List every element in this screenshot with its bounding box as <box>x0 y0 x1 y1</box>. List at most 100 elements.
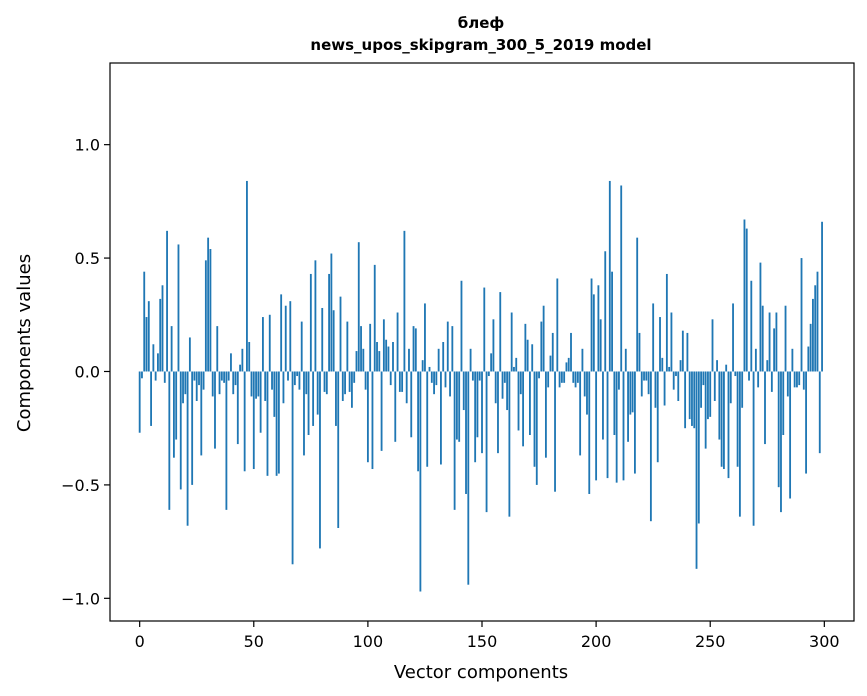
bar <box>277 371 280 474</box>
bar <box>467 371 470 585</box>
bar <box>319 371 321 549</box>
bar <box>704 371 707 449</box>
bar <box>695 371 698 569</box>
bar <box>738 371 741 517</box>
bar <box>366 371 369 463</box>
bar <box>590 278 593 372</box>
bar <box>602 371 604 440</box>
bar <box>618 371 620 390</box>
y-tick-label: 0.5 <box>75 249 100 268</box>
bar <box>216 326 219 372</box>
bar <box>684 371 687 429</box>
bar <box>453 371 456 510</box>
x-tick-label: 200 <box>581 632 612 651</box>
bar <box>606 371 609 479</box>
bar <box>814 285 817 372</box>
bar <box>809 323 812 372</box>
bar <box>524 323 527 372</box>
bar <box>627 371 629 442</box>
bar <box>168 371 171 510</box>
bar <box>565 362 568 372</box>
bar <box>535 371 538 485</box>
bar <box>282 371 285 404</box>
bar <box>451 326 454 372</box>
bar <box>364 371 367 390</box>
bar <box>227 371 230 381</box>
bar <box>707 371 709 420</box>
bar <box>777 371 780 488</box>
x-tick-label: 50 <box>244 632 264 651</box>
bar <box>478 371 481 381</box>
bar <box>341 371 344 401</box>
bar <box>752 371 755 526</box>
bar <box>182 371 184 404</box>
bar <box>691 371 693 426</box>
bar <box>588 371 591 494</box>
bar <box>209 249 212 372</box>
bar <box>629 371 632 415</box>
bar <box>291 371 294 565</box>
bar <box>271 371 273 390</box>
bar <box>344 371 346 395</box>
bar <box>622 371 625 481</box>
bar <box>595 371 598 481</box>
bar <box>659 317 661 372</box>
bar <box>759 262 762 372</box>
bar <box>638 332 641 372</box>
bar <box>563 371 566 383</box>
bar <box>549 355 552 372</box>
bar <box>476 371 479 438</box>
bar <box>462 371 465 411</box>
bar <box>382 319 385 372</box>
bar <box>455 371 458 440</box>
bar <box>353 371 356 383</box>
bar <box>761 305 764 372</box>
bar <box>387 346 390 372</box>
bar <box>812 298 814 372</box>
bar <box>392 342 394 372</box>
bar <box>734 371 737 377</box>
x-tick-label: 150 <box>467 632 498 651</box>
bar <box>385 339 388 372</box>
bar <box>207 237 210 372</box>
bar <box>437 348 440 372</box>
bar <box>570 332 572 372</box>
bar <box>246 180 248 372</box>
bar <box>697 371 700 524</box>
bar <box>398 371 401 392</box>
bar <box>373 264 376 372</box>
bar <box>652 303 655 372</box>
bar <box>232 371 235 395</box>
bar <box>688 371 691 420</box>
bar <box>243 371 246 472</box>
bar <box>266 371 269 476</box>
bar <box>161 285 164 372</box>
bar <box>693 371 696 429</box>
bar <box>581 348 584 372</box>
bar <box>631 371 634 413</box>
bar <box>175 371 178 440</box>
bar <box>572 371 575 383</box>
bar <box>380 371 383 451</box>
bar <box>195 371 198 401</box>
bar <box>611 271 613 372</box>
bar <box>798 371 801 386</box>
bar <box>604 251 607 372</box>
bar <box>211 371 214 397</box>
bar <box>220 371 223 381</box>
bar <box>670 312 673 372</box>
bar <box>748 371 750 381</box>
bar <box>736 371 739 467</box>
bar <box>560 371 563 383</box>
bar <box>170 326 173 372</box>
bar <box>202 371 205 390</box>
bar <box>681 330 684 372</box>
bar <box>307 371 310 435</box>
bar <box>816 271 819 372</box>
bar <box>440 371 442 465</box>
bar <box>234 371 237 386</box>
bar <box>556 278 559 372</box>
bar <box>821 221 823 372</box>
bar <box>583 371 586 397</box>
